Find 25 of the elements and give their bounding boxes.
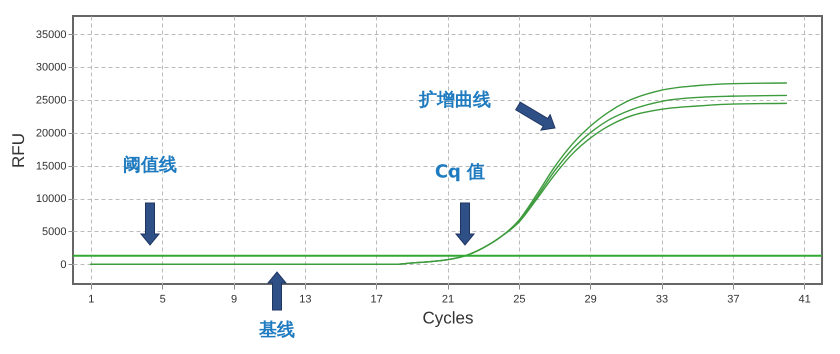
y-tick-label: 10000 bbox=[36, 193, 66, 206]
text: 基线 bbox=[258, 320, 295, 340]
x-tick-label: 25 bbox=[513, 294, 526, 306]
y-tick-label: 0 bbox=[60, 258, 66, 271]
y-tick-label: 35000 bbox=[36, 28, 66, 41]
annotation: 阈值线 bbox=[123, 154, 177, 176]
y-tick-label: 30000 bbox=[36, 62, 66, 74]
y-tick-label: 25000 bbox=[36, 94, 66, 107]
x-tick-label: 41 bbox=[798, 294, 811, 306]
x-tick-label: 9 bbox=[230, 294, 238, 306]
x-tick-label: 29 bbox=[584, 294, 597, 306]
annotation: 扩增曲线 bbox=[418, 90, 491, 110]
x-tick-label: 33 bbox=[656, 294, 668, 306]
x-axis-title: Cycles bbox=[422, 308, 474, 328]
x-tick-label: 13 bbox=[299, 294, 312, 306]
x-tick-label: 5 bbox=[160, 294, 166, 306]
x-tick-label: 37 bbox=[727, 294, 740, 306]
x-tick-label: 21 bbox=[442, 294, 454, 306]
x-tick-label: 1 bbox=[88, 294, 94, 306]
y-tick-label: 5000 bbox=[42, 226, 66, 238]
y-tick-label: 15000 bbox=[36, 160, 66, 172]
annotation: Cq 值 bbox=[434, 162, 486, 182]
y-axis-title: RFU bbox=[8, 133, 28, 168]
x-tick-label: 17 bbox=[370, 294, 383, 306]
y-tick-label: 20000 bbox=[36, 127, 66, 140]
